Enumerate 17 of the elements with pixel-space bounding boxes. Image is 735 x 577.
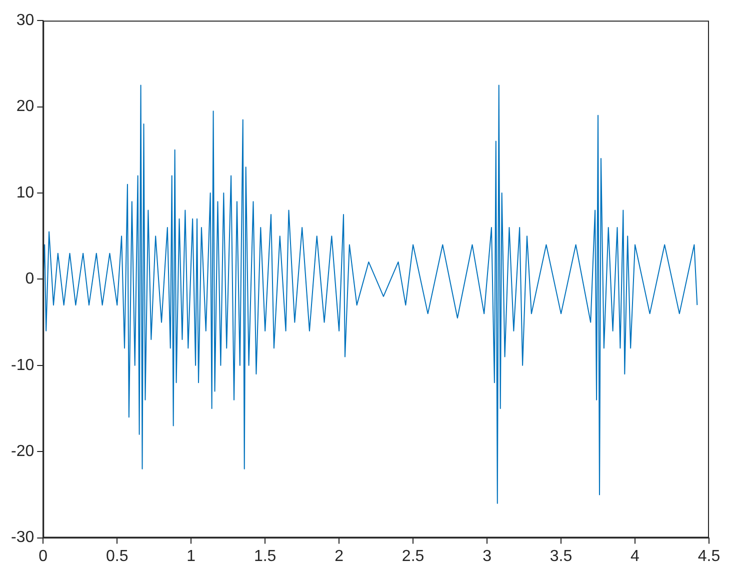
y-tick-label: 30 — [16, 12, 34, 30]
x-tick-label: 2.5 — [402, 548, 424, 565]
y-tick-label: 20 — [16, 98, 34, 116]
x-tick-label: 2 — [334, 548, 344, 565]
x-tick-label: 1 — [186, 548, 196, 565]
x-tick-label: 3.5 — [550, 548, 572, 565]
y-tick-label: 0 — [25, 270, 34, 288]
y-tick-label: 10 — [16, 184, 34, 202]
x-tick-label: 1.5 — [254, 548, 276, 565]
y-tick-label: -10 — [11, 356, 34, 374]
x-tick-label: 0 — [38, 548, 48, 565]
x-tick-label: 4 — [630, 548, 640, 565]
x-tick-label: 4.5 — [698, 548, 720, 565]
x-tick-label: 0.5 — [106, 548, 128, 565]
y-tick-label: -30 — [11, 529, 34, 546]
y-tick-label: -20 — [11, 443, 34, 460]
x-tick-label: 3 — [482, 548, 492, 565]
